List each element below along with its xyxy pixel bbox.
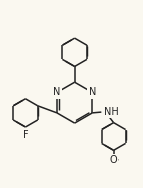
Text: O: O — [110, 155, 117, 165]
Text: N: N — [53, 87, 61, 97]
Text: F: F — [23, 130, 28, 140]
Text: NH: NH — [104, 107, 119, 117]
Text: N: N — [89, 87, 96, 97]
